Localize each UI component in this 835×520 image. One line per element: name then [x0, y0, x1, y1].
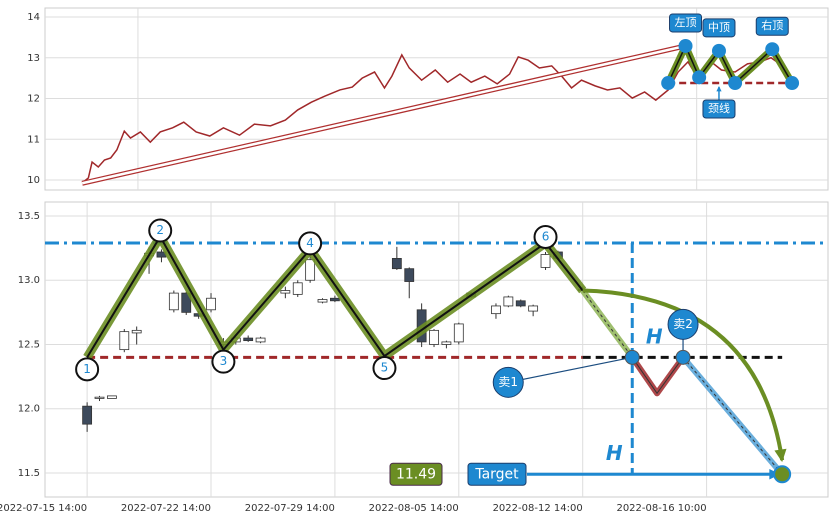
sell-badge: [492, 366, 524, 398]
candle-body: [330, 297, 340, 302]
pattern-point: [711, 43, 726, 58]
candle-body: [206, 297, 216, 311]
vertex-label: 3: [220, 354, 228, 368]
price-line: [81, 53, 781, 184]
candle-body: [82, 405, 93, 425]
x-tick-label: 2022-08-16 10:00: [616, 503, 706, 514]
bottom-panel: [44, 201, 829, 498]
arrow-head: [774, 448, 787, 463]
y-tick-label: 13: [27, 53, 40, 64]
candle-body: [404, 268, 415, 282]
height-label: H: [606, 441, 623, 465]
annotation-box: [669, 13, 703, 33]
vertex-marker: [75, 357, 100, 382]
pattern-point: [785, 76, 800, 91]
x-tick-label: 2022-07-29 14:00: [245, 503, 335, 514]
vertex-marker: [148, 218, 173, 243]
sell-badge: [667, 308, 699, 340]
y-tick-label: 12.5: [18, 339, 40, 350]
sell-point: [624, 349, 640, 365]
y-tick-label: 13.5: [18, 211, 40, 222]
vertex-marker: [211, 349, 236, 374]
candle-body: [305, 259, 316, 281]
vertex-label: 1: [83, 362, 91, 376]
candle-body: [181, 292, 192, 313]
pattern-point: [661, 76, 676, 91]
sell-point: [675, 349, 691, 365]
x-tick-label: 2022-07-15 14:00: [0, 503, 87, 514]
target-point: [773, 465, 792, 484]
target-label: Target: [474, 466, 519, 482]
target-box: [467, 462, 527, 486]
vertex-label: 2: [156, 223, 164, 237]
y-tick-label: 14: [27, 12, 40, 23]
annotation-box: [702, 99, 736, 119]
sell-label: 卖1: [498, 375, 518, 389]
target-value-box: [389, 462, 443, 486]
annotation-label: 左顶: [675, 16, 697, 29]
y-tick-label: 13.0: [18, 275, 40, 286]
vertex-marker: [372, 356, 397, 381]
candle-body: [317, 299, 328, 303]
candle-body: [255, 337, 266, 343]
x-tick-label: 2022-08-12 14:00: [493, 503, 583, 514]
annotation-label: 中顶: [708, 21, 730, 34]
candle-body: [441, 341, 452, 345]
candle-body: [429, 329, 439, 345]
y-tick-label: 10: [27, 175, 40, 186]
candle-body: [540, 254, 551, 268]
y-tick-label: 12.0: [18, 404, 40, 415]
breakdown-core: [582, 290, 633, 358]
y-tick-label: 11: [27, 134, 40, 145]
y-tick-label: 11.5: [18, 468, 40, 479]
candle-body: [168, 292, 179, 311]
pattern-point: [728, 76, 743, 91]
candle-body: [292, 282, 303, 295]
x-tick-label: 2022-07-22 14:00: [121, 503, 211, 514]
candle-body: [243, 337, 254, 342]
candle-body: [280, 290, 291, 294]
annotation-label: 右顶: [761, 18, 783, 32]
y-tick-label: 12: [27, 94, 40, 105]
candle-body: [107, 395, 117, 399]
vertex-label: 4: [306, 236, 314, 250]
annotation-box: [755, 16, 789, 36]
vertex-label: 5: [381, 361, 389, 375]
candle-body: [515, 300, 526, 307]
height-label: H: [646, 324, 663, 348]
vertex-marker: [298, 231, 323, 256]
arrow-head: [716, 86, 722, 92]
vertex-marker: [533, 224, 558, 249]
decline-core: [682, 357, 783, 475]
projection-curve: [582, 288, 785, 461]
candle-body: [94, 396, 105, 399]
candle-body: [491, 305, 501, 315]
candle-body: [503, 296, 514, 307]
pattern-point: [765, 42, 780, 57]
annotation-label: 颈线: [708, 101, 730, 115]
annotation-box: [702, 18, 736, 38]
pattern-point: [692, 70, 707, 85]
candle-body: [528, 305, 539, 312]
trend-arrow-inner: [81, 44, 686, 185]
pullback-core: [631, 357, 684, 395]
candle-body: [453, 323, 464, 343]
target-value: 11.49: [396, 466, 436, 482]
x-tick-label: 2022-08-05 14:00: [369, 503, 459, 514]
candle-body: [131, 329, 142, 334]
sell-pointer: [508, 356, 633, 383]
pattern-point: [678, 38, 693, 53]
candle-body: [391, 258, 402, 270]
sell-label: 卖2: [673, 317, 693, 331]
candle-body: [119, 331, 130, 351]
vertex-label: 6: [542, 229, 550, 243]
